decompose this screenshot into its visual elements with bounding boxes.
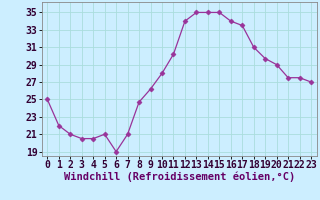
X-axis label: Windchill (Refroidissement éolien,°C): Windchill (Refroidissement éolien,°C) xyxy=(64,172,295,182)
